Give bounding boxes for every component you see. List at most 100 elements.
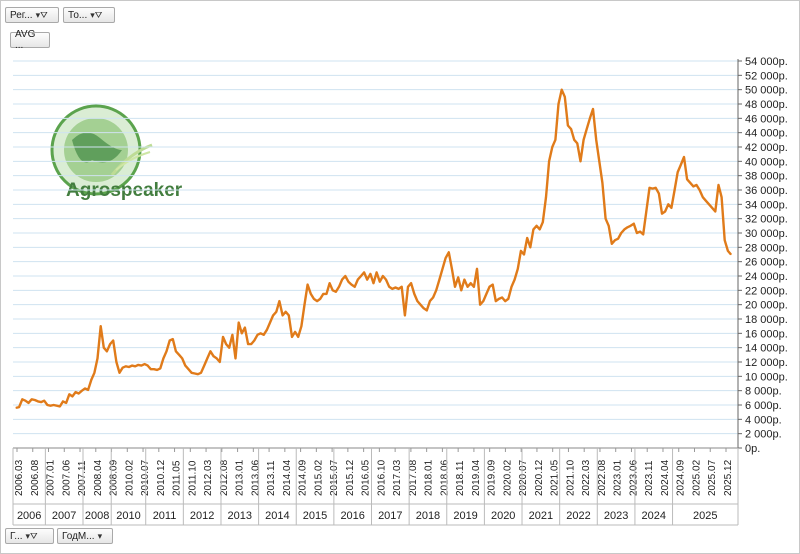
data-point <box>708 203 710 205</box>
data-point <box>341 278 343 281</box>
data-point <box>670 207 673 209</box>
data-point <box>564 96 566 98</box>
data-point <box>561 89 563 91</box>
data-point <box>56 405 58 407</box>
x-tick-label: 2018.06 <box>439 459 450 496</box>
data-point <box>272 314 274 317</box>
x-tick-label: 2023.06 <box>628 459 639 496</box>
data-point <box>466 286 469 288</box>
x-tick-label: 2022.08 <box>597 459 608 496</box>
data-point <box>269 321 271 324</box>
data-point <box>313 298 315 300</box>
x-tick-label: 2025.07 <box>707 459 718 496</box>
year-axis-filter-button[interactable]: Г... ▾⛛ <box>5 528 54 544</box>
y-tick-label: 40 000р. <box>745 156 788 168</box>
filter-icon: ▾⛛ <box>35 9 48 20</box>
data-point <box>27 402 30 404</box>
data-point <box>633 223 635 225</box>
data-point <box>648 187 651 189</box>
data-point <box>391 288 393 290</box>
yearmonth-axis-filter-button[interactable]: ГодМ... ▾ <box>57 528 113 544</box>
product-filter-button[interactable]: То... ▾⛛ <box>63 7 115 23</box>
data-point <box>401 286 403 288</box>
y-tick-label: 16 000р. <box>745 328 788 340</box>
data-point <box>385 278 387 281</box>
x-tick-label: 2007.06 <box>61 459 72 496</box>
data-point <box>485 293 487 295</box>
x-tick-label: 2015.12 <box>345 459 356 496</box>
data-point <box>253 339 255 342</box>
data-point <box>655 187 657 189</box>
data-point <box>307 284 309 286</box>
data-point <box>153 368 155 370</box>
year-label: 2007 <box>52 510 76 522</box>
data-point <box>165 350 168 352</box>
x-tick-label: 2024.09 <box>676 459 687 496</box>
data-point <box>294 331 296 333</box>
y-tick-label: 50 000р. <box>745 85 788 97</box>
data-point <box>658 192 660 195</box>
data-point <box>720 196 723 198</box>
data-point <box>310 293 312 295</box>
data-point <box>263 334 265 336</box>
data-point <box>34 399 36 401</box>
year-axis-filter-label: Г... <box>10 530 23 542</box>
data-point <box>604 218 607 220</box>
data-point <box>18 406 20 408</box>
data-point <box>727 250 729 252</box>
data-point <box>319 298 321 300</box>
data-point <box>724 239 726 241</box>
data-point <box>535 225 538 227</box>
data-point <box>369 273 371 275</box>
data-point <box>595 139 597 141</box>
data-point <box>689 182 691 184</box>
x-tick-label: 2017.03 <box>392 459 403 496</box>
data-point <box>379 281 381 283</box>
data-point <box>416 300 419 302</box>
data-point <box>501 296 503 299</box>
x-tick-label: 2015.02 <box>313 459 324 496</box>
y-tick-label: 8 000р. <box>745 386 782 398</box>
data-point <box>463 278 466 281</box>
x-tick-label: 2021.05 <box>550 459 561 496</box>
value-field-button[interactable]: AVG ... <box>10 29 50 51</box>
data-point <box>460 289 462 291</box>
data-point <box>388 286 390 288</box>
data-point <box>347 281 350 283</box>
data-point <box>74 391 77 393</box>
data-point <box>554 139 556 141</box>
year-label: 2017 <box>378 510 402 522</box>
data-point <box>125 365 127 367</box>
data-point <box>548 160 550 162</box>
data-point <box>573 139 575 141</box>
data-point <box>692 185 694 188</box>
x-tick-label: 2023.01 <box>613 459 624 496</box>
data-point <box>209 350 212 352</box>
y-tick-label: 34 000р. <box>745 199 788 211</box>
data-point <box>194 372 196 375</box>
data-point <box>285 311 287 313</box>
data-point <box>645 210 647 213</box>
y-tick-label: 22 000р. <box>745 285 788 297</box>
product-filter-label: То... <box>68 9 88 21</box>
year-label: 2015 <box>303 510 327 522</box>
data-point <box>338 286 340 288</box>
data-point <box>328 282 331 284</box>
data-point <box>457 276 459 279</box>
data-point <box>112 339 114 342</box>
data-point <box>159 367 161 370</box>
data-point <box>357 278 359 281</box>
y-tick-label: 4 000р. <box>745 414 782 426</box>
region-filter-button[interactable]: Рег... ▾⛛ <box>5 7 59 23</box>
x-tick-label: 2011.10 <box>187 460 198 496</box>
x-tick-label: 2010.02 <box>124 459 135 496</box>
data-point <box>43 400 45 402</box>
x-tick-label: 2025.12 <box>723 459 734 496</box>
data-point <box>680 164 682 166</box>
data-point <box>397 288 400 290</box>
data-point <box>526 237 528 239</box>
data-point <box>639 230 641 233</box>
x-tick-label: 2016.05 <box>361 459 372 496</box>
x-tick-label: 2008.09 <box>109 459 120 496</box>
x-tick-label: 2020.07 <box>518 459 529 496</box>
